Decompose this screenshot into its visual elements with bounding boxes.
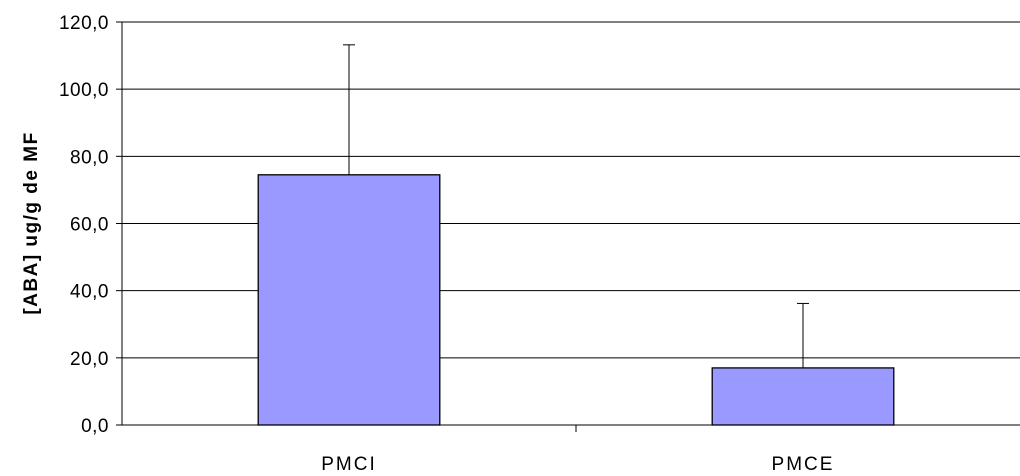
y-tick-labels: 0,0 20,0 40,0 60,0 80,0 100,0 120,0	[59, 13, 122, 437]
bars	[257, 174, 895, 426]
x-tick-labels: PMCI PMCE	[321, 425, 835, 475]
gridlines	[122, 21, 1020, 359]
y-tick-label: 20,0	[70, 349, 109, 370]
y-tick-label: 0,0	[81, 416, 109, 437]
y-tick-label: 40,0	[70, 282, 109, 303]
y-tick-label: 60,0	[70, 215, 109, 236]
bar-pmci	[257, 174, 441, 426]
x-tick-label: PMCI	[321, 454, 377, 475]
y-axis-title: [ABA] ug/g de MF	[21, 131, 42, 314]
bar-pmce	[711, 367, 895, 426]
x-tick-label: PMCE	[772, 454, 835, 475]
error-bars	[343, 44, 809, 368]
y-tick-label: 80,0	[70, 147, 109, 168]
y-tick-label: 100,0	[59, 80, 109, 101]
y-tick-label: 120,0	[59, 13, 109, 34]
